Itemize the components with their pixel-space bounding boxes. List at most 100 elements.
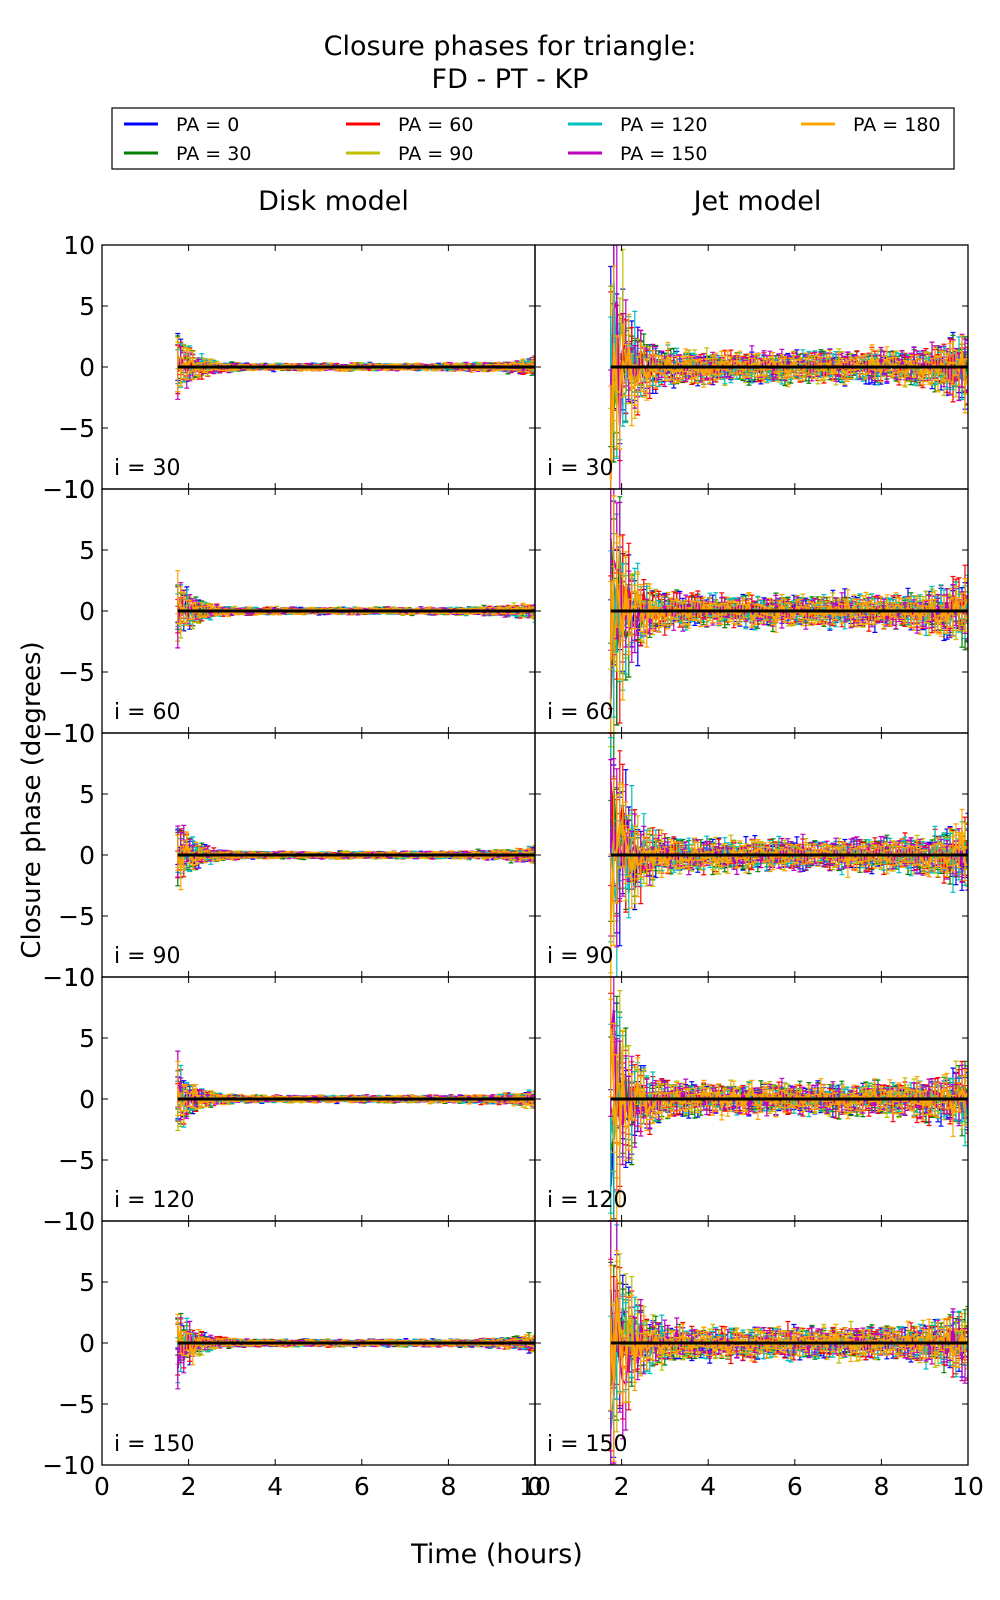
row-label: i = 90 (114, 944, 181, 969)
y-tick-label: 0 (79, 353, 95, 382)
panel: i = 150 (534, 1220, 969, 1466)
y-tick-label: −5 (58, 1146, 95, 1175)
series-5 (175, 1050, 535, 1121)
x-tick-label: 8 (873, 1472, 889, 1501)
panels-grid: i = 30 i = 30 i = 60 i = 60 i = 90 i = 90 i = … (101, 244, 969, 1466)
series-line (609, 824, 968, 925)
series-0 (175, 332, 535, 383)
series-6 (175, 1060, 535, 1124)
series-2 (608, 733, 968, 917)
y-tick-label: 10 (63, 1207, 95, 1236)
figure-title: Closure phases for triangle: FD - PT - K… (324, 31, 697, 95)
y-tick-label: 0 (79, 1085, 95, 1114)
panel: i = 120 (534, 976, 969, 1222)
row-label: i = 30 (114, 456, 181, 481)
y-tick-label: 0 (79, 1329, 95, 1358)
panel: i = 60 (101, 488, 536, 734)
x-tick-label: 10 (519, 1472, 551, 1501)
error-bars (175, 1317, 535, 1390)
series-6 (175, 570, 535, 632)
series-line (609, 301, 968, 479)
y-tick-label: 10 (63, 719, 95, 748)
panel: i = 60 (534, 488, 969, 734)
column-title: Disk model (258, 186, 409, 217)
y-tick-label: −10 (42, 719, 95, 748)
error-bars (175, 570, 535, 632)
y-tick-label: −10 (42, 963, 95, 992)
error-bars (175, 1317, 535, 1384)
x-tick-label: 2 (614, 1472, 630, 1501)
error-bars (608, 733, 968, 947)
panel-ticks (534, 1220, 969, 1466)
legend-entry: PA = 90 (346, 143, 473, 165)
y-tick-label: −5 (58, 658, 95, 687)
x-tick-label: 4 (700, 1472, 716, 1501)
y-tick-label: −10 (42, 1207, 95, 1236)
y-axis-label: Closure phase (degrees) (17, 641, 47, 958)
legend-label: PA = 0 (176, 114, 239, 136)
panel: i = 150 (101, 1220, 536, 1466)
error-bars (175, 332, 535, 383)
series-0 (608, 733, 968, 947)
error-bars (608, 534, 968, 733)
legend-label: PA = 60 (398, 114, 473, 136)
row-label: i = 150 (114, 1432, 195, 1457)
panel: i = 30 (534, 244, 969, 490)
panel: i = 90 (101, 732, 536, 978)
y-tick-label: 5 (79, 1024, 95, 1053)
y-tick-label: −10 (42, 475, 95, 504)
y-tick-label: −5 (58, 1390, 95, 1419)
x-tick-label: 0 (94, 1472, 110, 1501)
title-line-2: FD - PT - KP (432, 64, 589, 95)
legend-label: PA = 30 (176, 143, 251, 165)
error-bars (175, 831, 535, 891)
y-tick-label: −10 (42, 1451, 95, 1480)
error-bars (175, 1050, 535, 1121)
x-tick-label: 4 (267, 1472, 283, 1501)
panel: i = 120 (101, 976, 536, 1222)
row-label: i = 120 (547, 1188, 628, 1213)
legend-entry: PA = 150 (568, 143, 708, 165)
legend-label: PA = 90 (398, 143, 473, 165)
x-tick-label: 0 (527, 1472, 543, 1501)
series-6 (175, 831, 535, 891)
title-line-1: Closure phases for triangle: (324, 31, 697, 62)
error-bars (608, 778, 968, 977)
y-tick-label: −5 (58, 414, 95, 443)
y-tick-label: 5 (79, 292, 95, 321)
row-label: i = 120 (114, 1188, 195, 1213)
panel-ticks (101, 1220, 536, 1466)
y-tick-label: 10 (63, 963, 95, 992)
series-0 (175, 829, 535, 871)
column-titles: Disk model Jet model (258, 186, 821, 217)
legend-frame (111, 107, 955, 170)
error-bars (608, 733, 968, 922)
legend-label: PA = 150 (620, 143, 708, 165)
series-6 (608, 778, 968, 977)
y-tick-label: 5 (79, 1268, 95, 1297)
error-bars (608, 733, 968, 917)
series-line (176, 1331, 535, 1369)
error-bars (175, 1080, 535, 1132)
series-5 (175, 1317, 535, 1390)
y-tick-label: 10 (63, 231, 95, 260)
y-tick-label: 0 (79, 597, 95, 626)
legend-label: PA = 180 (853, 114, 941, 136)
panel: i = 90 (534, 732, 969, 978)
series-5 (608, 489, 968, 663)
row-label: i = 90 (547, 944, 614, 969)
error-bars (175, 829, 535, 871)
legend-entry: PA = 30 (124, 143, 251, 165)
error-bars (175, 582, 535, 649)
y-tick-label: 5 (79, 780, 95, 809)
x-tick-label: 6 (354, 1472, 370, 1501)
y-tick-label: 5 (79, 536, 95, 565)
legend-entry: PA = 0 (124, 114, 239, 136)
column-title: Jet model (692, 186, 822, 217)
error-bars (608, 489, 968, 663)
row-label: i = 30 (547, 456, 614, 481)
panel: i = 30 (101, 244, 536, 490)
error-bars (175, 1312, 535, 1361)
series-4 (175, 1317, 535, 1384)
